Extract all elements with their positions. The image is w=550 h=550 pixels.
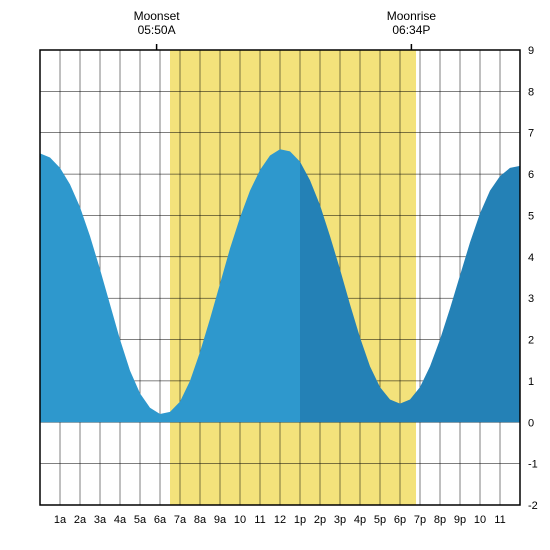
chart-svg: Moonset05:50A Moonrise06:34P 1a 2a 3a 4a 5a 6a 7… — [0, 0, 550, 550]
x-tick-label: 8p — [434, 514, 446, 526]
event-name-label: Moonset — [134, 9, 181, 23]
x-tick-label: 5a — [134, 514, 147, 526]
x-tick-label: 2a — [74, 514, 87, 526]
y-tick-label: 5 — [528, 210, 534, 222]
x-tick-label: 4a — [114, 514, 127, 526]
x-tick-label: 9p — [454, 514, 466, 526]
event-time-label: 05:50A — [138, 23, 176, 37]
x-tick-label: 10 — [474, 514, 486, 526]
x-tick-label: 7a — [174, 514, 187, 526]
x-tick-label: 6a — [154, 514, 167, 526]
event-name-label: Moonrise — [387, 9, 437, 23]
x-tick-label: 11 — [254, 514, 265, 526]
x-tick-label: 1p — [294, 514, 306, 526]
x-tick-label: 8a — [194, 514, 207, 526]
y-tick-label: 4 — [528, 252, 534, 264]
x-tick-label: 3p — [334, 514, 346, 526]
x-tick-label: 6p — [394, 514, 406, 526]
x-tick-label: 9a — [214, 514, 227, 526]
y-tick-label: 7 — [528, 128, 534, 140]
y-tick-label: -2 — [528, 500, 538, 512]
tide-chart: Moonset05:50A Moonrise06:34P 1a 2a 3a 4a 5a 6a 7… — [0, 0, 550, 550]
x-tick-label: 12 — [274, 514, 286, 526]
x-tick-label: 7p — [414, 514, 426, 526]
y-tick-label: 9 — [528, 45, 534, 57]
y-tick-label: 2 — [528, 335, 534, 347]
x-tick-label: 3a — [94, 514, 107, 526]
event-time-label: 06:34P — [392, 23, 430, 37]
x-tick-label: 2p — [314, 514, 326, 526]
x-tick-label: 4p — [354, 514, 366, 526]
y-tick-label: 8 — [528, 86, 534, 98]
y-tick-label: 1 — [528, 376, 534, 388]
y-tick-label: 0 — [528, 417, 534, 429]
x-tick-label: 10 — [234, 514, 246, 526]
x-tick-label: 1a — [54, 514, 67, 526]
y-tick-label: 6 — [528, 169, 534, 181]
x-tick-label: 5p — [374, 514, 386, 526]
x-tick-label: 11 — [494, 514, 505, 526]
y-tick-label: 3 — [528, 293, 534, 305]
y-tick-label: -1 — [528, 459, 538, 471]
